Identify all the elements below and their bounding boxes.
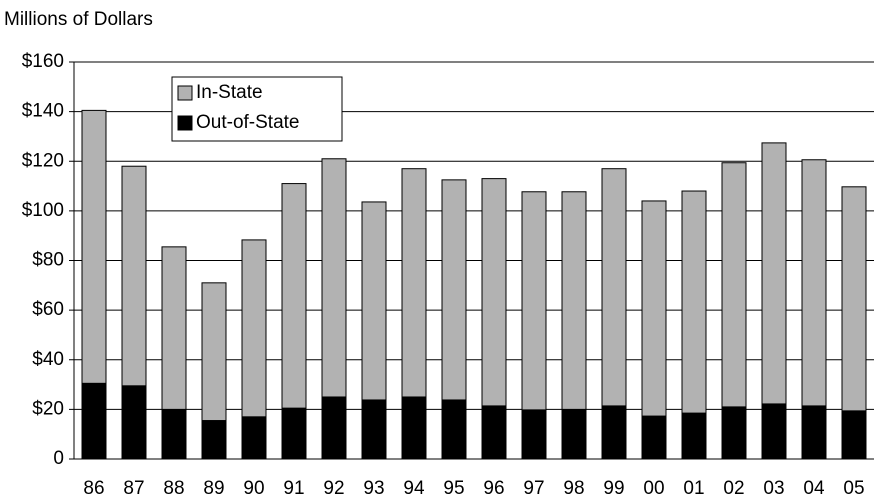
x-tick-label: 92	[323, 478, 344, 499]
bar-segment	[401, 168, 427, 398]
x-tick-label: 90	[243, 478, 264, 499]
bar-segment	[241, 239, 267, 418]
bar-segment	[201, 282, 227, 422]
x-tick-label: 99	[603, 478, 624, 499]
bar-segment	[561, 191, 587, 410]
legend-swatch	[177, 85, 193, 101]
y-tick-label: $160	[22, 51, 64, 72]
bar-segment	[121, 165, 147, 387]
x-tick-label: 03	[763, 478, 784, 499]
x-tick-label: 96	[483, 478, 504, 499]
bar-segment	[121, 385, 147, 460]
bar-segment	[161, 408, 187, 460]
x-tick-label: 04	[803, 478, 825, 499]
bar-segment	[641, 415, 667, 460]
bar-segment	[521, 409, 547, 460]
bar-segment	[321, 158, 347, 398]
x-tick-label: 02	[723, 478, 744, 499]
x-tick-label: 00	[643, 478, 664, 499]
bar-segment	[441, 179, 467, 401]
legend-swatch	[177, 115, 193, 131]
y-tick-label: $100	[22, 200, 64, 221]
bar-segment	[801, 159, 827, 407]
x-tick-label: 88	[163, 478, 184, 499]
y-tick-label: $140	[22, 101, 64, 122]
bar-segment	[681, 412, 707, 460]
bar-segment	[201, 420, 227, 460]
bar-segment	[281, 407, 307, 460]
bar-segment	[281, 183, 307, 409]
bar-segment	[601, 168, 627, 407]
bar-segment	[681, 190, 707, 414]
x-tick-label: 01	[683, 478, 704, 499]
bar-segment	[481, 405, 507, 460]
legend-box	[171, 76, 343, 142]
bar-segment	[561, 408, 587, 460]
x-tick-label: 93	[363, 478, 384, 499]
x-tick-label: 94	[403, 478, 425, 499]
bar-segment	[361, 201, 387, 401]
y-tick-label: 0	[53, 448, 64, 469]
bar-segment	[721, 406, 747, 460]
bar-segment	[81, 382, 107, 460]
x-tick-label: 98	[563, 478, 584, 499]
bar-segment	[761, 403, 787, 460]
legend-label: In-State	[196, 82, 263, 103]
legend-label: Out-of-State	[196, 112, 300, 133]
bar-segment	[441, 399, 467, 460]
x-tick-label: 91	[283, 478, 304, 499]
bar-segment	[81, 109, 107, 384]
bar-segment	[401, 396, 427, 460]
bar-segment	[841, 410, 867, 460]
bar-segment	[361, 399, 387, 460]
bar-segment	[481, 178, 507, 407]
bar-segment	[721, 162, 747, 408]
bar-segment	[761, 142, 787, 405]
bar-segment	[601, 405, 627, 460]
x-tick-label: 89	[203, 478, 224, 499]
x-tick-label: 95	[443, 478, 464, 499]
bar-segment	[841, 186, 867, 412]
x-tick-label: 97	[523, 478, 544, 499]
bar-segment	[241, 416, 267, 460]
y-tick-label: $80	[32, 250, 64, 271]
bar-segment	[641, 200, 667, 417]
bar-segment	[161, 246, 187, 410]
y-tick-label: $120	[22, 150, 64, 171]
bar-segment	[321, 396, 347, 460]
bar-segment	[801, 405, 827, 460]
y-tick-label: $60	[32, 299, 64, 320]
y-tick-label: $20	[32, 398, 64, 419]
x-tick-label: 86	[83, 478, 104, 499]
chart-title: Millions of Dollars	[4, 9, 153, 30]
x-tick-label: 05	[843, 478, 864, 499]
x-tick-label: 87	[123, 478, 144, 499]
y-tick-label: $40	[32, 349, 64, 370]
bar-segment	[521, 191, 547, 411]
